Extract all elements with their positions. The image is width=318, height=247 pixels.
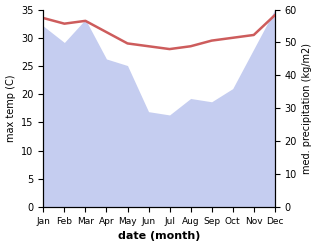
X-axis label: date (month): date (month) xyxy=(118,231,200,242)
Y-axis label: med. precipitation (kg/m2): med. precipitation (kg/m2) xyxy=(302,43,313,174)
Y-axis label: max temp (C): max temp (C) xyxy=(5,75,16,142)
